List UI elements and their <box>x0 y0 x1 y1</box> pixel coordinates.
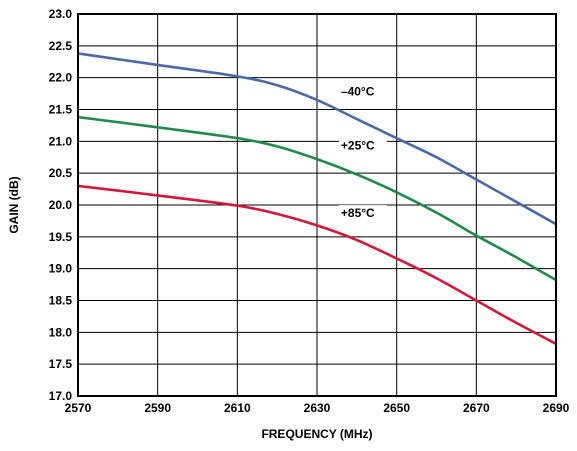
y-tick-label: 21.5 <box>49 103 73 117</box>
y-tick-label: 18.5 <box>49 294 73 308</box>
x-tick-label: 2610 <box>224 401 251 415</box>
x-tick-label: 2650 <box>383 401 410 415</box>
y-tick-label: 21.0 <box>49 134 73 148</box>
y-tick-label: 22.0 <box>49 71 73 85</box>
y-tick-label: 20.0 <box>49 198 73 212</box>
x-tick-label: 2590 <box>144 401 171 415</box>
x-axis-title: FREQUENCY (MHz) <box>261 427 372 441</box>
y-tick-label: 20.5 <box>49 166 73 180</box>
series-label-1: +25°C <box>341 139 375 153</box>
series-lines <box>77 52 557 345</box>
y-tick-label: 23.0 <box>49 7 73 21</box>
series-line-1 <box>77 115 557 282</box>
x-tick-label: 2630 <box>304 401 331 415</box>
grid-lines <box>77 13 557 397</box>
y-tick-label: 19.0 <box>49 262 73 276</box>
y-tick-label: 17.5 <box>49 357 73 371</box>
x-tick-label: 2670 <box>463 401 490 415</box>
plot-frame <box>77 13 557 397</box>
x-tick-label: 2570 <box>65 401 92 415</box>
y-tick-label: 19.5 <box>49 230 73 244</box>
series-labels: –40°C +25°C +85°C <box>338 83 387 222</box>
tick-labels: 2570 2590 2610 2630 2650 2670 2690 17.0 17.5 18.0… <box>49 7 570 415</box>
series-label-bg <box>338 205 387 222</box>
y-tick-label: 22.5 <box>49 39 73 53</box>
y-tick-label: 18.0 <box>49 325 73 339</box>
series-label-2: +85°C <box>341 206 375 220</box>
y-tick-label: 17.0 <box>49 389 73 403</box>
series-line-2 <box>77 184 557 345</box>
x-tick-label: 2690 <box>543 401 570 415</box>
series-line-0 <box>77 52 557 226</box>
series-label-bg <box>338 137 387 154</box>
series-label-0: –40°C <box>341 84 375 98</box>
series-label-bg <box>338 83 387 100</box>
y-axis-title: GAIN (dB) <box>7 176 21 233</box>
